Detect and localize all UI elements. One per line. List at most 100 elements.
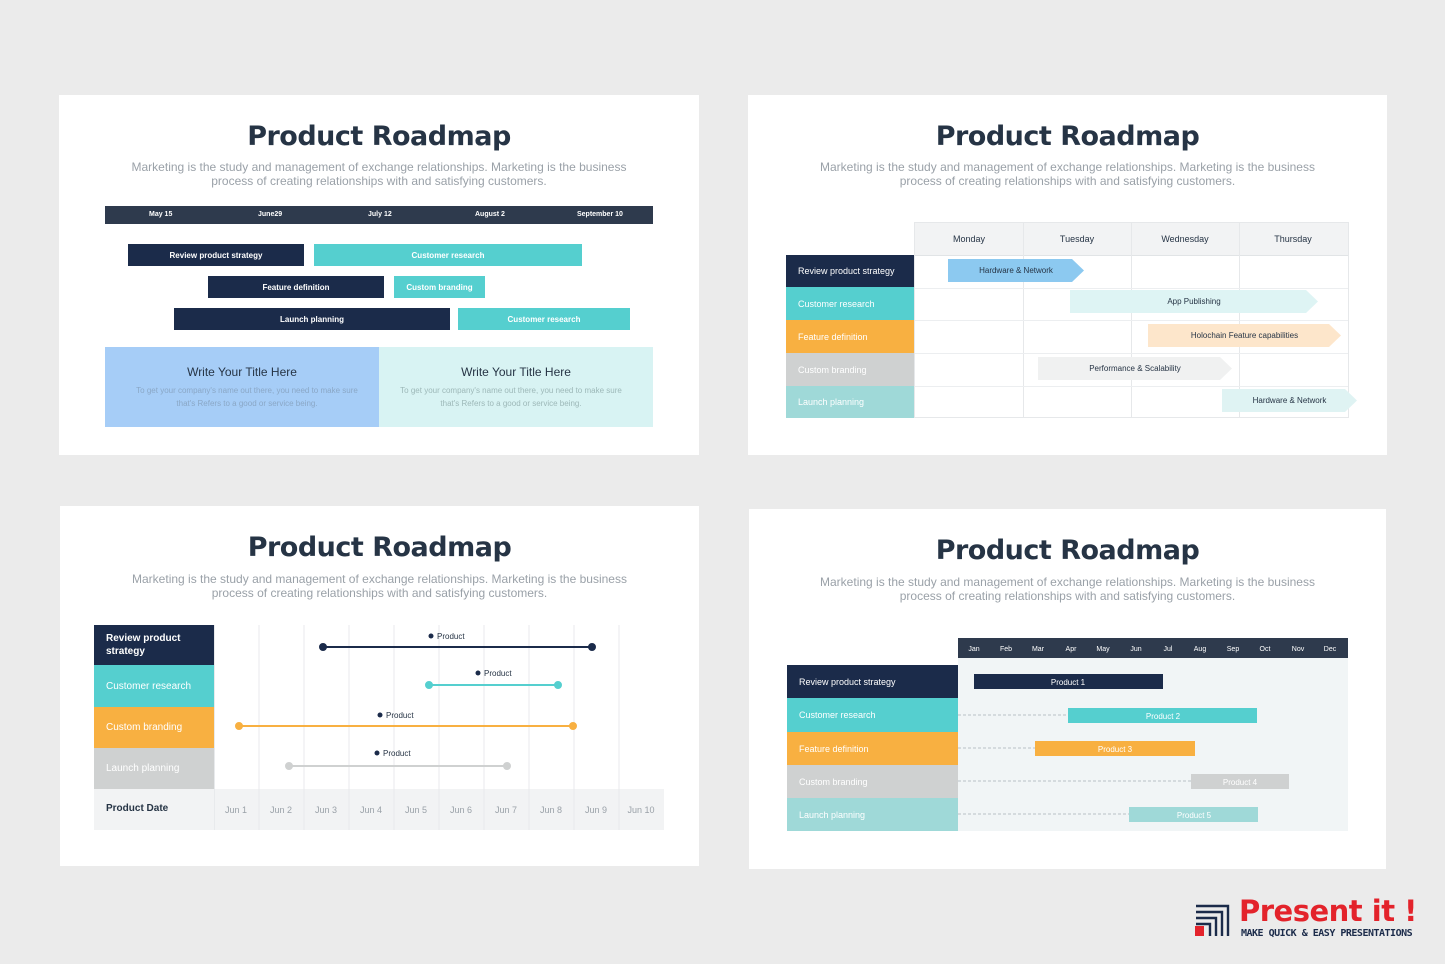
slide-weekly-arrows: Product Roadmap Marketing is the study a…	[748, 95, 1387, 455]
row-label-custom-branding: Custom branding	[94, 707, 214, 748]
slide-title: Product Roadmap	[935, 535, 1200, 566]
slide-dot-timeline: Product Roadmap Marketing is the study a…	[60, 506, 699, 866]
date-label: May 15	[149, 211, 173, 218]
date-label: August 2	[475, 211, 505, 218]
date-header-bar: May 15 June29 July 12 August 2 September…	[105, 206, 653, 224]
timeline-line-customer-research	[425, 681, 562, 689]
day-header: Thursday	[1274, 234, 1312, 244]
month-tick-labels: Jan Feb Mar Apr May Jun Jul Aug Sep Oct …	[968, 646, 1336, 653]
month-header-bar	[958, 638, 1348, 658]
task-arrow-performance-scalability: Performance & Scalability	[1038, 357, 1232, 380]
timeline-endpoint	[554, 681, 562, 689]
product-bar-label: Product 5	[1177, 811, 1212, 820]
date-tick: Jun 7	[495, 805, 517, 815]
grid-hline	[915, 386, 1348, 387]
date-tick-labels: Jun 1 Jun 2 Jun 3 Jun 4 Jun 5 Jun 6 Jun …	[225, 805, 655, 815]
row-label-launch-planning: Launch planning	[786, 386, 914, 418]
month-tick: Jul	[1164, 646, 1173, 653]
info-box-heading: Write Your Title Here	[187, 365, 297, 379]
row-label-feature-definition: Feature definition	[787, 732, 958, 765]
timeline-endpoint	[588, 643, 596, 651]
dot-timeline-chart: Product Product Product Product Jun 1 Ju…	[214, 625, 664, 830]
slide-timeline-bars: Product Roadmap Marketing is the study a…	[59, 95, 699, 455]
date-tick: Jun 5	[405, 805, 427, 815]
month-tick: Oct	[1260, 646, 1271, 653]
date-tick: Jun 8	[540, 805, 562, 815]
task-bar-review-product-strategy: Review product strategy	[128, 244, 304, 266]
timeline-endpoint	[235, 722, 243, 730]
brand-tagline: MAKE QUICK & EASY PRESENTATIONS	[1241, 928, 1413, 939]
date-label: July 12	[368, 211, 392, 218]
product-bar-label: Product 4	[1223, 778, 1258, 787]
month-tick: Jan	[968, 646, 979, 653]
date-label: June29	[258, 211, 283, 218]
row-label-text: Review product strategy	[106, 633, 181, 657]
month-tick: Sep	[1227, 646, 1240, 653]
marker-dot	[374, 750, 380, 756]
task-arrow-holochain-feature-capabilities: Holochain Feature capabilities	[1148, 324, 1341, 347]
marker-label: Product	[386, 711, 414, 720]
slide-title: Product Roadmap	[935, 121, 1200, 152]
marker-label: Product	[437, 632, 465, 641]
task-arrow-app-publishing: App Publishing	[1070, 290, 1318, 313]
month-tick: Feb	[1000, 646, 1012, 653]
task-bar-feature-definition: Feature definition	[208, 276, 384, 298]
slide-title: Product Roadmap	[247, 121, 511, 152]
row-label-launch-planning: Launch planning	[787, 798, 958, 831]
brand-logo: Present it ! MAKE QUICK & EASY PRESENTAT…	[1194, 894, 1429, 942]
timeline-endpoint	[425, 681, 433, 689]
day-header: Wednesday	[1161, 234, 1209, 244]
product-date-label-cell	[94, 789, 214, 830]
slide-subtitle: Marketing is the study and management of…	[820, 575, 1315, 603]
month-tick: Mar	[1032, 646, 1045, 653]
timeline-endpoint	[503, 762, 511, 770]
timeline-line-launch-planning	[285, 762, 511, 770]
slide-subtitle: Marketing is the study and management of…	[820, 160, 1315, 188]
month-tick: Dec	[1324, 646, 1337, 653]
month-tick: May	[1096, 646, 1110, 653]
timeline-endpoint	[569, 722, 577, 730]
task-bar-customer-research-2: Customer research	[458, 308, 630, 330]
slide-subtitle: Marketing is the study and management of…	[132, 572, 627, 600]
row-label-review-product-strategy: Review product strategy	[786, 255, 914, 287]
date-grid-lines	[214, 625, 620, 830]
info-box-heading: Write Your Title Here	[461, 365, 571, 379]
task-arrow-hardware-network-2: Hardware & Network	[1222, 389, 1357, 412]
slide-monthly-gantt: Product Roadmap Marketing is the study a…	[749, 509, 1386, 869]
date-tick: Jun 9	[585, 805, 607, 815]
row-label-review-product-strategy: Review product strategy	[787, 665, 958, 698]
brand-mark-icon	[1195, 904, 1230, 936]
info-box-text: To get your company's name out there, yo…	[136, 386, 358, 408]
slide-title: Product Roadmap	[247, 532, 512, 563]
month-tick: Aug	[1194, 646, 1207, 653]
task-bar-launch-planning: Launch planning	[174, 308, 450, 330]
row-label-review-product-strategy: Review product strategy	[94, 625, 214, 665]
date-tick: Jun 2	[270, 805, 292, 815]
date-tick: Jun 10	[627, 805, 654, 815]
task-bar-custom-branding: Custom branding	[394, 276, 485, 298]
marker-dot	[377, 712, 383, 718]
row-label-customer-research: Customer research	[786, 287, 914, 320]
date-tick: Jun 1	[225, 805, 247, 815]
grid-hline	[915, 320, 1348, 321]
product-bar-label: Product 3	[1098, 745, 1133, 754]
date-tick: Jun 3	[315, 805, 337, 815]
month-tick: Jun	[1130, 646, 1141, 653]
marker-label: Product	[383, 749, 411, 758]
month-tick: Nov	[1292, 646, 1305, 653]
product-date-label: Product Date	[106, 803, 169, 814]
date-label: September 10	[577, 211, 623, 218]
monthly-gantt-chart: Jan Feb Mar Apr May Jun Jul Aug Sep Oct …	[958, 646, 1337, 822]
product-bar-4	[1191, 774, 1289, 789]
timeline-line-review	[319, 643, 596, 651]
date-tick: Jun 4	[360, 805, 382, 815]
row-label-custom-branding: Custom branding	[787, 765, 958, 798]
product-bar-1	[974, 674, 1163, 689]
timeline-line-custom-branding	[235, 722, 577, 730]
row-label-customer-research: Customer research	[94, 665, 214, 707]
weekly-grid: Monday Tuesday Wednesday Thursday	[914, 222, 1349, 418]
grid-hline	[915, 353, 1348, 354]
row-label-customer-research: Customer research	[787, 698, 958, 732]
date-tick: Jun 6	[450, 805, 472, 815]
info-box-text: To get your company's name out there, yo…	[400, 386, 622, 408]
